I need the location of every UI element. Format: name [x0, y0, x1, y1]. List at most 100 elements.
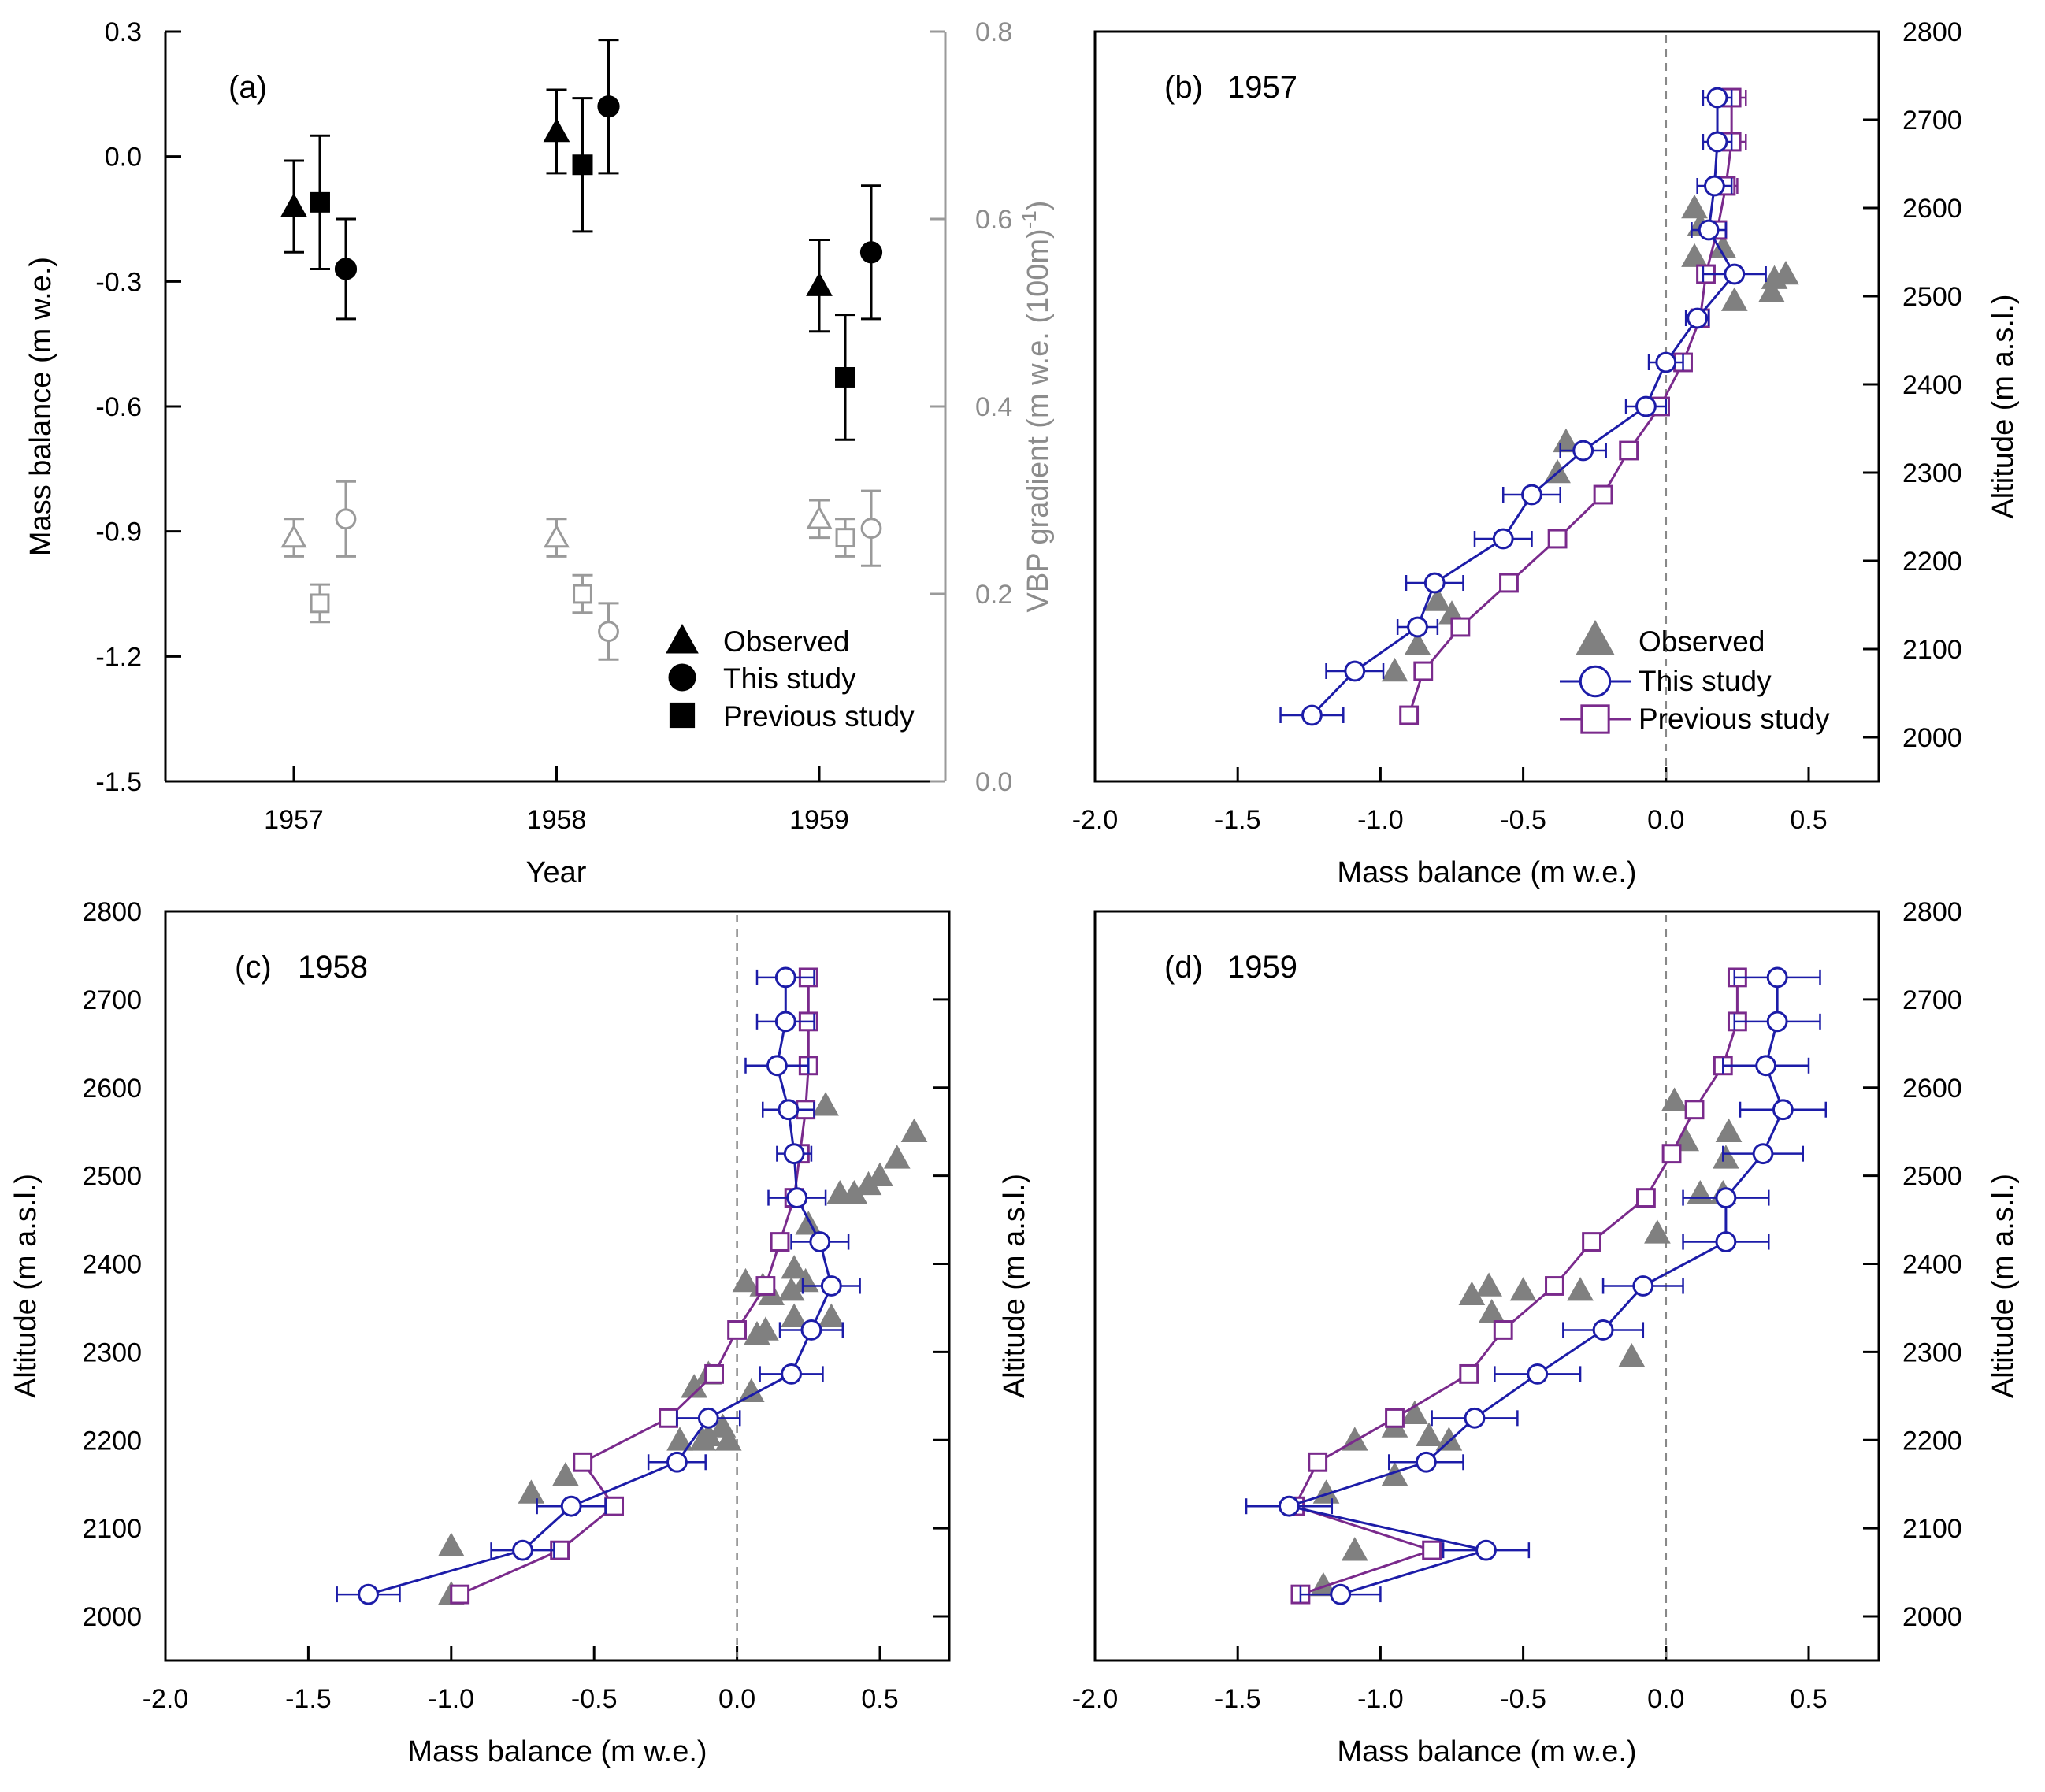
data-point — [1499, 573, 1519, 593]
x-tick-label: -2.0 — [143, 1684, 189, 1714]
data-point — [1381, 657, 1408, 682]
panel-label: (d) — [1164, 950, 1203, 985]
y-tick-label: 2200 — [1902, 1426, 1962, 1456]
data-point — [1308, 1452, 1328, 1472]
data-point — [1475, 1539, 1497, 1561]
y-tick-label: 2000 — [1902, 1602, 1962, 1632]
data-point — [778, 1099, 800, 1121]
y-tick-label: -0.3 — [95, 267, 142, 297]
data-point — [604, 1496, 625, 1516]
data-point — [518, 1479, 545, 1504]
data-point — [572, 154, 593, 176]
y-tick-label: 2700 — [1902, 985, 1962, 1015]
panel-label: (c) — [235, 950, 272, 985]
data-point — [358, 1583, 379, 1605]
data-point — [855, 1171, 882, 1196]
y-tick-label: 0.0 — [105, 143, 142, 173]
y-tick-label: 2300 — [1902, 1338, 1962, 1367]
data-point — [1399, 705, 1420, 725]
y-tick-label: 2700 — [82, 985, 142, 1015]
data-point — [1415, 1451, 1437, 1473]
series-this-study — [336, 966, 861, 1605]
data-point — [860, 518, 882, 540]
x-tick-label: 0.5 — [1790, 1684, 1827, 1714]
data-point — [795, 1211, 822, 1235]
legend-label: Observed — [723, 625, 849, 658]
x-tick-label: -0.5 — [1500, 1684, 1546, 1714]
data-point — [835, 366, 855, 388]
y-tick-label: 2400 — [82, 1250, 142, 1280]
panel-c-1958-profile-chart: -2.0 -1.5 -1.0 -0.5 0.0 0.5 2000 2100 2200 2300 24… — [9, 897, 951, 1768]
x-tick-label: 1959 — [789, 805, 849, 835]
data-point — [1422, 1540, 1442, 1560]
legend-marker — [668, 663, 696, 692]
data-point — [818, 1303, 845, 1327]
data-point — [727, 1320, 748, 1340]
data-point — [573, 584, 592, 604]
data-point — [1475, 1272, 1502, 1297]
year-label: 1959 — [1227, 950, 1297, 985]
x-tick-label: -1.5 — [285, 1684, 332, 1714]
data-point — [1724, 263, 1746, 285]
x-tick-label: 0.5 — [1790, 805, 1827, 835]
data-point — [1341, 1537, 1368, 1561]
data-point — [1404, 631, 1431, 655]
data-point — [859, 241, 883, 264]
data-point — [1592, 1319, 1614, 1341]
data-point — [310, 593, 330, 614]
data-point — [1344, 660, 1366, 682]
panel-b-1957-profile-chart: -2.0 -1.5 -1.0 -0.5 0.0 0.5 2000 2100 2200 2300 24… — [1072, 17, 2020, 889]
data-point — [1681, 243, 1708, 267]
x-tick-label: 1957 — [264, 805, 324, 835]
y-tick-label: 2200 — [82, 1426, 142, 1456]
legend-marker — [1579, 665, 1612, 698]
data-point — [1715, 1118, 1743, 1143]
data-point — [1572, 440, 1594, 462]
series-observed — [280, 88, 833, 333]
data-point — [1632, 1275, 1654, 1297]
data-point — [1435, 1427, 1463, 1451]
y-tick-label: 2300 — [1902, 458, 1962, 488]
data-point — [543, 117, 570, 143]
data-point — [280, 524, 307, 548]
panel-label: (b) — [1164, 70, 1203, 105]
data-point — [1681, 194, 1708, 219]
data-point — [835, 528, 855, 548]
data-point — [1752, 1143, 1774, 1165]
data-point — [1527, 1363, 1549, 1385]
data-point — [1450, 617, 1471, 637]
data-point — [1279, 1495, 1300, 1517]
data-point — [1636, 1188, 1656, 1208]
legend-label: Previous study — [723, 700, 915, 733]
y-tick-label: 2800 — [1902, 17, 1962, 47]
data-point — [695, 1422, 722, 1446]
x-tick-label: 1958 — [527, 805, 587, 835]
y-tick-label: 2100 — [1902, 635, 1962, 665]
y-tick-label: 2300 — [82, 1338, 142, 1367]
data-point — [1635, 395, 1657, 417]
data-point — [1459, 1363, 1479, 1384]
data-point — [437, 1532, 465, 1556]
data-point — [1698, 219, 1720, 241]
data-point — [1661, 1144, 1682, 1164]
data-point — [1545, 1276, 1564, 1296]
legend-marker — [1576, 619, 1615, 655]
data-point — [809, 1231, 831, 1252]
data-point — [666, 1427, 693, 1451]
x-tick-label: -1.0 — [1357, 805, 1404, 835]
data-point — [781, 1255, 808, 1279]
series-line — [1311, 98, 1736, 717]
x-tick-label: -1.5 — [1215, 805, 1261, 835]
y-tick-label: 2600 — [1902, 194, 1962, 224]
data-point — [783, 1143, 805, 1165]
data-point — [781, 1363, 802, 1385]
data-point — [1413, 661, 1434, 681]
data-point — [1330, 1583, 1352, 1605]
data-point — [335, 508, 357, 530]
y-tick-label: -1.5 — [95, 767, 142, 797]
data-point — [1407, 616, 1428, 638]
data-point — [1385, 1408, 1405, 1428]
data-point — [1301, 704, 1323, 726]
data-point — [1704, 175, 1725, 197]
